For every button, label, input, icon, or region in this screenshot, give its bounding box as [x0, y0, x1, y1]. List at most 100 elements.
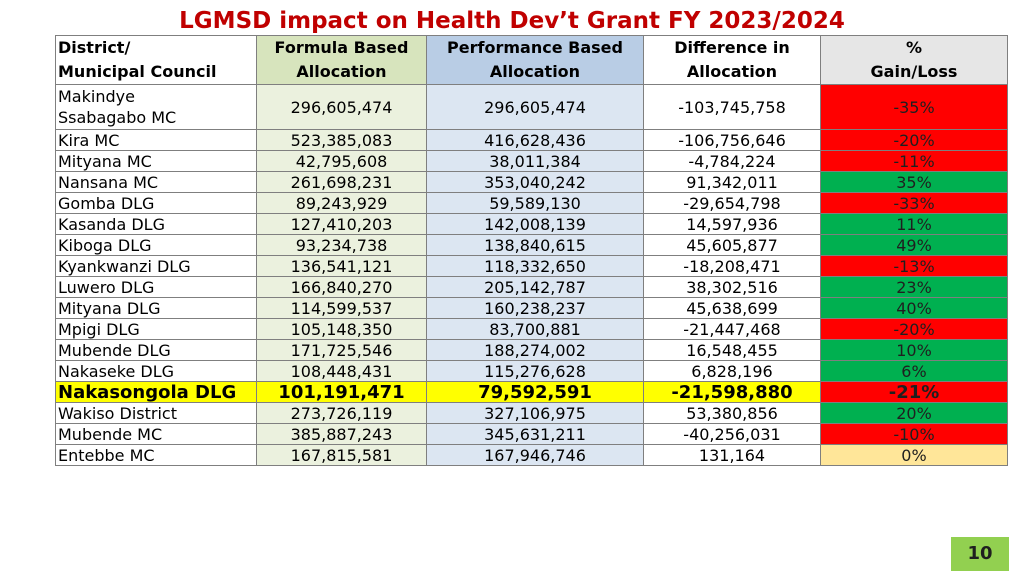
district-name: Kira MC: [55, 129, 257, 151]
district-name: Gomba DLG: [55, 192, 257, 214]
district-name: Luwero DLG: [55, 276, 257, 298]
table-row: Makindye Ssabagabo MC 296,605,474 296,60…: [55, 84, 1008, 130]
district-name: Mityana DLG: [55, 297, 257, 319]
gain-loss-value: 6%: [820, 360, 1008, 382]
difference-value: -4,784,224: [643, 150, 821, 172]
table-row-highlighted: Nakasongola DLG 101,191,471 79,592,591 -21,…: [55, 381, 1008, 403]
difference-value: 53,380,856: [643, 402, 821, 424]
difference-value: -21,447,468: [643, 318, 821, 340]
difference-value: 91,342,011: [643, 171, 821, 193]
difference-value: 38,302,516: [643, 276, 821, 298]
district-name: Kiboga DLG: [55, 234, 257, 256]
gain-loss-value: -13%: [820, 255, 1008, 277]
table-row: Mityana MC 42,795,608 38,011,384 -4,784,224…: [55, 150, 1008, 172]
table-row: Wakiso District 273,726,119 327,106,975 53,…: [55, 402, 1008, 424]
table-row: Nakaseke DLG 108,448,431 115,276,628 6,828,…: [55, 360, 1008, 382]
performance-value: 416,628,436: [426, 129, 644, 151]
header-formula-allocation: Formula Based Allocation: [256, 35, 427, 85]
difference-value: -21,598,880: [643, 381, 821, 403]
performance-value: 167,946,746: [426, 444, 644, 466]
allocation-table: District/ Municipal Council Formula Base…: [55, 35, 1008, 466]
difference-value: -18,208,471: [643, 255, 821, 277]
gain-loss-value: -20%: [820, 318, 1008, 340]
table-body: Makindye Ssabagabo MC 296,605,474 296,60…: [55, 84, 1008, 466]
performance-value: 38,011,384: [426, 150, 644, 172]
difference-value: 16,548,455: [643, 339, 821, 361]
table-row: Gomba DLG 89,243,929 59,589,130 -29,654,798…: [55, 192, 1008, 214]
performance-value: 59,589,130: [426, 192, 644, 214]
gain-loss-value: -35%: [820, 84, 1008, 130]
performance-value: 327,106,975: [426, 402, 644, 424]
gain-loss-value: -10%: [820, 423, 1008, 445]
gain-loss-value: 11%: [820, 213, 1008, 235]
performance-value: 115,276,628: [426, 360, 644, 382]
gain-loss-value: 0%: [820, 444, 1008, 466]
table-row: Kyankwanzi DLG 136,541,121 118,332,650 -18,…: [55, 255, 1008, 277]
performance-value: 83,700,881: [426, 318, 644, 340]
gain-loss-value: 40%: [820, 297, 1008, 319]
performance-value: 79,592,591: [426, 381, 644, 403]
gain-loss-value: 10%: [820, 339, 1008, 361]
gain-loss-value: -21%: [820, 381, 1008, 403]
formula-value: 273,726,119: [256, 402, 427, 424]
district-name: Wakiso District: [55, 402, 257, 424]
performance-value: 138,840,615: [426, 234, 644, 256]
formula-value: 171,725,546: [256, 339, 427, 361]
gain-loss-value: -11%: [820, 150, 1008, 172]
performance-value: 353,040,242: [426, 171, 644, 193]
header-gain-loss: % Gain/Loss: [820, 35, 1008, 85]
difference-value: -29,654,798: [643, 192, 821, 214]
difference-value: 45,605,877: [643, 234, 821, 256]
district-name: Mityana MC: [55, 150, 257, 172]
gain-loss-value: 49%: [820, 234, 1008, 256]
difference-value: 131,164: [643, 444, 821, 466]
table-header-row: District/ Municipal Council Formula Base…: [55, 35, 1008, 85]
performance-value: 345,631,211: [426, 423, 644, 445]
district-name: Entebbe MC: [55, 444, 257, 466]
formula-value: 114,599,537: [256, 297, 427, 319]
gain-loss-value: -20%: [820, 129, 1008, 151]
difference-value: 14,597,936: [643, 213, 821, 235]
formula-value: 261,698,231: [256, 171, 427, 193]
header-performance-allocation: Performance Based Allocation: [426, 35, 644, 85]
table-row: Luwero DLG 166,840,270 205,142,787 38,302,5…: [55, 276, 1008, 298]
district-name: Mubende MC: [55, 423, 257, 445]
table-row: Entebbe MC 167,815,581 167,946,746 131,164 0…: [55, 444, 1008, 466]
gain-loss-value: 35%: [820, 171, 1008, 193]
district-name: Makindye Ssabagabo MC: [55, 84, 257, 130]
formula-value: 105,148,350: [256, 318, 427, 340]
table-row: Mpigi DLG 105,148,350 83,700,881 -21,447,46…: [55, 318, 1008, 340]
formula-value: 136,541,121: [256, 255, 427, 277]
formula-value: 167,815,581: [256, 444, 427, 466]
district-name: Kyankwanzi DLG: [55, 255, 257, 277]
difference-value: -106,756,646: [643, 129, 821, 151]
page-number-badge: 10: [951, 537, 1009, 571]
difference-value: 6,828,196: [643, 360, 821, 382]
table-row: Kira MC 523,385,083 416,628,436 -106,756,64…: [55, 129, 1008, 151]
table-row: Kasanda DLG 127,410,203 142,008,139 14,597,…: [55, 213, 1008, 235]
formula-value: 108,448,431: [256, 360, 427, 382]
formula-value: 42,795,608: [256, 150, 427, 172]
formula-value: 385,887,243: [256, 423, 427, 445]
formula-value: 89,243,929: [256, 192, 427, 214]
performance-value: 160,238,237: [426, 297, 644, 319]
formula-value: 101,191,471: [256, 381, 427, 403]
difference-value: 45,638,699: [643, 297, 821, 319]
gain-loss-value: -33%: [820, 192, 1008, 214]
gain-loss-value: 20%: [820, 402, 1008, 424]
district-name: Nansana MC: [55, 171, 257, 193]
district-name: Nakaseke DLG: [55, 360, 257, 382]
table-row: Mubende DLG 171,725,546 188,274,002 16,548,…: [55, 339, 1008, 361]
difference-value: -40,256,031: [643, 423, 821, 445]
performance-value: 296,605,474: [426, 84, 644, 130]
district-name: Nakasongola DLG: [55, 381, 257, 403]
formula-value: 93,234,738: [256, 234, 427, 256]
table-row: Mubende MC 385,887,243 345,631,211 -40,256,…: [55, 423, 1008, 445]
performance-value: 205,142,787: [426, 276, 644, 298]
header-district: District/ Municipal Council: [55, 35, 257, 85]
district-name: Mubende DLG: [55, 339, 257, 361]
gain-loss-value: 23%: [820, 276, 1008, 298]
district-name: Mpigi DLG: [55, 318, 257, 340]
header-difference: Difference in Allocation: [643, 35, 821, 85]
performance-value: 142,008,139: [426, 213, 644, 235]
